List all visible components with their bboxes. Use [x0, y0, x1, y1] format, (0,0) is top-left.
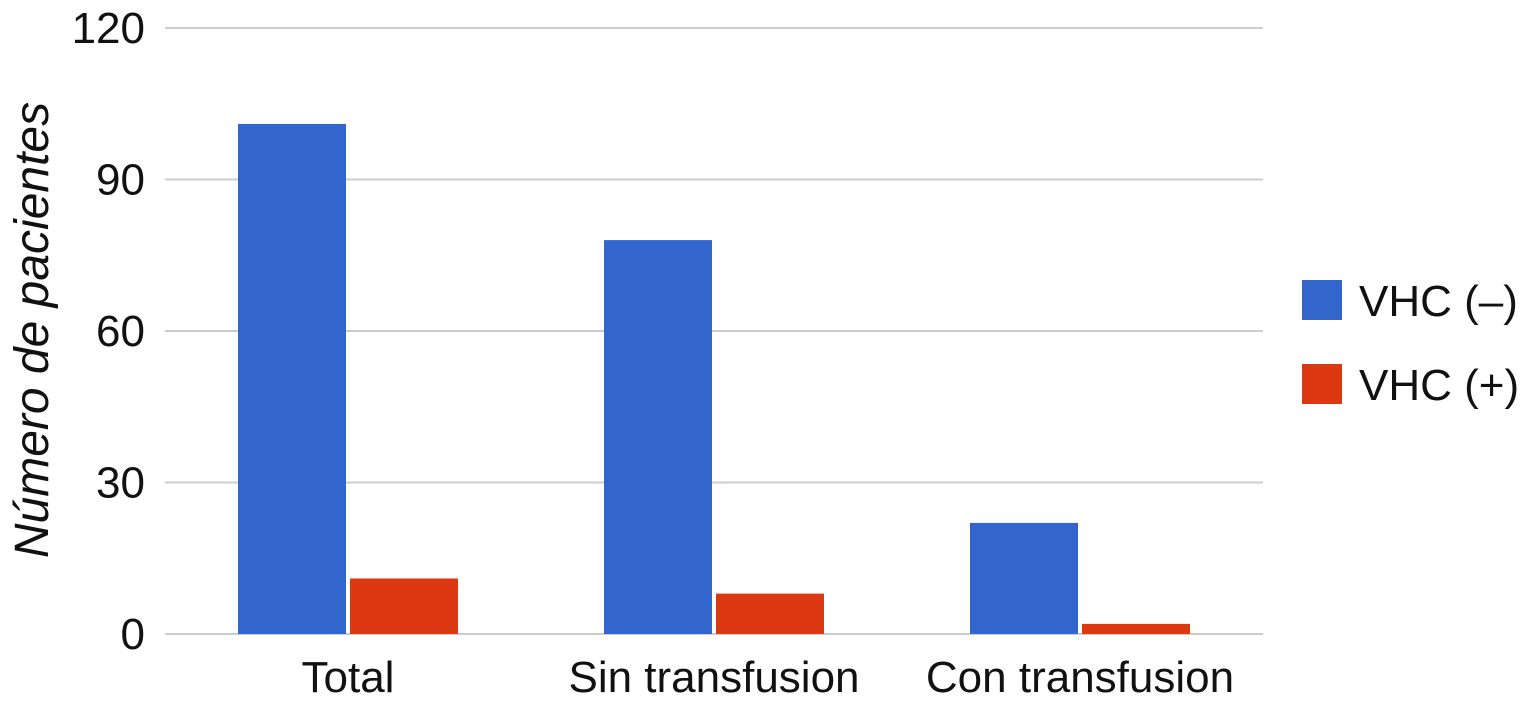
legend-swatch-0 [1302, 280, 1342, 320]
bars [238, 123, 1190, 634]
y-axis-title: Número de pacientes [6, 102, 59, 558]
legend-label-1: VHC (+) [1359, 361, 1519, 410]
bar-2-0 [970, 522, 1078, 634]
x-axis-labels: Total Sin transfusion Con transfusion [302, 653, 1235, 702]
bar-0-1 [350, 578, 458, 634]
x-category-label-2: Con transfusion [926, 653, 1234, 702]
legend-label-0: VHC (–) [1359, 277, 1518, 326]
y-tick-label-90: 90 [96, 156, 145, 205]
bar-0-0 [238, 123, 346, 634]
bar-1-0 [604, 240, 712, 634]
x-category-label-1: Sin transfusion [568, 653, 859, 702]
bar-1-1 [716, 593, 824, 634]
y-tick-label-30: 30 [96, 459, 145, 508]
y-tick-label-60: 60 [96, 307, 145, 356]
y-tick-label-120: 120 [72, 4, 145, 53]
y-tick-label-0: 0 [121, 610, 145, 659]
y-axis-ticks: 0 30 60 90 120 [72, 4, 145, 659]
legend-swatch-1 [1302, 364, 1342, 404]
gridlines [165, 27, 1263, 635]
bar-2-1 [1082, 623, 1190, 634]
legend: VHC (–) VHC (+) [1302, 277, 1519, 410]
x-category-label-0: Total [302, 653, 395, 702]
